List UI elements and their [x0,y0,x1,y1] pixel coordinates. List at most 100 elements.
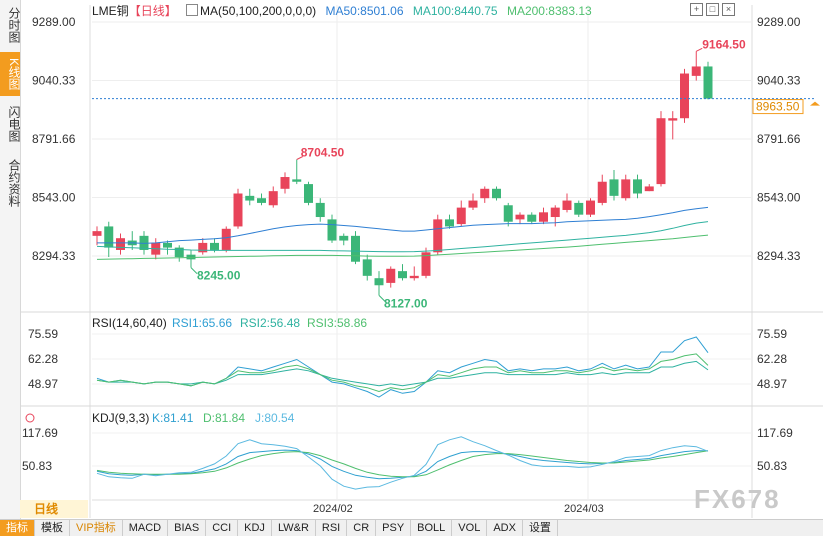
watermark-logo: FX678 [694,484,781,514]
candle-body[interactable] [703,66,713,99]
candle-body[interactable] [409,275,419,279]
candle-body[interactable] [597,181,607,203]
candle-body[interactable] [174,247,184,258]
rsi1-line [96,336,709,398]
candle-body[interactable] [421,252,431,276]
candle-body[interactable] [315,202,325,218]
rsi-tick-left: 48.97 [28,377,58,391]
candle-body[interactable] [292,179,302,182]
candle-body[interactable] [374,278,384,286]
candle-body[interactable] [550,207,560,218]
indicator-tab-bias[interactable]: BIAS [168,520,207,536]
indicator-tab-vip[interactable]: VIP指标 [70,520,123,536]
kdj-tick-right: 117.69 [757,426,793,440]
candle-body[interactable] [210,242,219,250]
candle-body[interactable] [116,238,125,250]
candle-body[interactable] [221,228,231,250]
period-button[interactable]: 日线 [20,500,88,518]
kline-chart[interactable]: 9289.00 9289.00 9040.33 9040.33 8791.66 8791.… [0,0,823,520]
indicator-tab-cr[interactable]: CR [347,520,377,536]
candle-body[interactable] [633,179,642,194]
candle-body[interactable] [163,242,172,248]
price-tick-left: 9040.33 [32,74,76,88]
candle-body[interactable] [280,177,290,189]
indicator-tab-psy[interactable]: PSY [376,520,412,536]
candle-body[interactable] [351,235,360,262]
candle-body[interactable] [480,188,490,199]
indicator-tab-boll[interactable]: BOLL [411,520,453,536]
candle-body[interactable] [527,214,537,222]
candle-body[interactable] [268,191,278,206]
kdj-tick-left: 117.69 [22,426,58,440]
indicator-tab-lwr[interactable]: LW&R [272,520,316,536]
candle-body[interactable] [515,214,525,220]
price-tick-left: 8791.66 [32,132,76,146]
candle-body[interactable] [257,198,266,203]
candle-body[interactable] [456,207,466,225]
candle-body[interactable] [668,118,678,121]
tab-time-share[interactable]: 分时图 [7,7,21,43]
close-icon[interactable]: × [722,3,735,16]
date-label: 2024/02 [313,503,353,515]
indicator-tab-cci[interactable]: CCI [206,520,239,536]
ma50-line [97,206,709,244]
ma100-line [96,221,709,253]
candle-body[interactable] [433,219,443,253]
indicator-tab-vol[interactable]: VOL [452,520,488,536]
candle-body[interactable] [304,184,313,203]
candle-body[interactable] [104,226,114,248]
price-tick-right: 9289.00 [757,15,801,29]
indicator-tab-adx[interactable]: ADX [487,520,523,536]
rsi-tick-left: 62.28 [28,352,58,366]
candle-body[interactable] [468,200,478,208]
candle-body[interactable] [92,231,102,236]
tab-contract-info[interactable]: 合约资料 [7,159,21,207]
candle-body[interactable] [386,268,396,283]
candle-body[interactable] [327,219,337,241]
candle-body[interactable] [574,202,584,215]
tab-flash-chart[interactable]: 闪电图 [7,106,21,142]
candle-body[interactable] [644,186,654,192]
candle-body[interactable] [609,179,619,196]
price-tick-right: 9040.33 [757,74,801,88]
ma-params[interactable]: MA(50,100,200,0,0,0) [200,4,317,18]
maximize-icon[interactable]: □ [706,3,719,16]
indicator-tab-item14[interactable]: 设置 [523,520,558,536]
candle-body[interactable] [445,219,454,227]
current-price-marker [810,101,820,106]
indicator-tab-indicator[interactable]: 指标 [0,520,35,536]
kdj-k-value: K:81.41 [152,411,194,425]
candle-body[interactable] [680,73,689,119]
indicator-tab-rsi[interactable]: RSI [316,520,348,536]
price-tick-left: 8294.33 [32,249,76,263]
kdj-j-line [96,436,709,490]
candle-body[interactable] [562,200,572,210]
ma200-line [96,234,709,260]
candle-body[interactable] [362,259,372,276]
kdj-settings-icon[interactable] [25,413,35,423]
candle-body[interactable] [492,188,501,199]
annotation-low1: 8245.00 [197,269,241,283]
candle-body[interactable] [398,271,407,279]
date-label: 2024/03 [564,503,604,515]
candle-body[interactable] [198,242,208,253]
indicator-toggle-icon[interactable] [186,4,199,16]
rsi3-value: RSI3:58.86 [307,316,367,330]
candle-body[interactable] [691,66,701,76]
candle-body[interactable] [503,205,513,222]
candle-body[interactable] [339,235,349,241]
candle-body[interactable] [586,200,595,215]
indicator-tab-macd[interactable]: MACD [123,520,169,536]
candle-body[interactable] [245,195,255,201]
candle-body[interactable] [621,179,631,199]
candle-body[interactable] [233,193,243,227]
indicator-tab-item1[interactable]: 模板 [35,520,70,536]
add-icon[interactable]: + [690,3,703,16]
indicator-tab-kdj[interactable]: KDJ [238,520,272,536]
candle-body[interactable] [539,212,548,222]
rsi-tick-right: 62.28 [757,352,787,366]
tab-kline[interactable]: K线图 [0,52,21,96]
current-price-box [752,99,804,115]
ma100-value: MA100:8440.75 [412,4,498,18]
candle-body[interactable] [656,118,666,185]
